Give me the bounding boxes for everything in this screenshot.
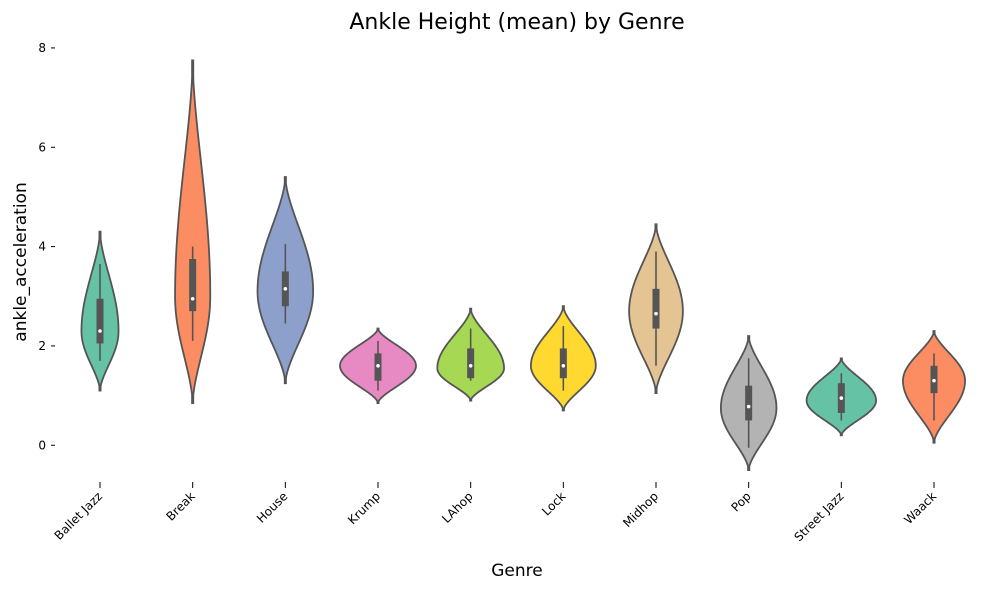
violin-median [283,287,288,291]
x-tick-label: Break [163,489,197,523]
x-tick-label: House [254,489,290,525]
violin-median [746,404,751,409]
x-tick-label: Krump [345,489,383,527]
violin-iqr-box [96,298,104,344]
violins-group [80,59,966,471]
y-tick-label: 0 [38,438,46,452]
violin-median [468,364,473,368]
y-tick-label: 6 [38,140,46,154]
y-axis-label: ankle_acceleration [11,182,31,341]
x-tick-label: Ballet Jazz [52,489,105,542]
x-tick-label: Lock [539,489,568,518]
violin-median [98,329,102,333]
violin-iqr-box [189,259,197,312]
violin-median [190,296,195,301]
y-tick-label: 4 [38,240,46,254]
violin-iqr-box [745,385,753,421]
x-tick-label: Waack [901,489,939,527]
violin-median [839,396,844,400]
x-tick-label: Pop [728,489,753,514]
violin-median [376,364,380,368]
violin-median [654,311,658,316]
violin-median [932,378,936,383]
x-tick-label: Street Jazz [791,489,846,544]
chart-title: Ankle Height (mean) by Genre [349,10,684,35]
violin-median [561,364,566,368]
y-axis: 0 2 4 6 8 [38,41,55,452]
x-axis: Ballet Jazz Break House Krump LAhop Lock Midho… [52,482,939,544]
violin-iqr-box [467,348,475,379]
y-tick-label: 8 [38,41,46,55]
violin-iqr-box [559,348,567,379]
x-tick-label: LAhop [439,489,476,526]
x-tick-label: Midhop [620,489,661,530]
x-axis-label: Genre [491,561,542,581]
y-tick-label: 2 [38,339,46,353]
violin-iqr-box [652,288,660,329]
violin-body [174,59,212,404]
